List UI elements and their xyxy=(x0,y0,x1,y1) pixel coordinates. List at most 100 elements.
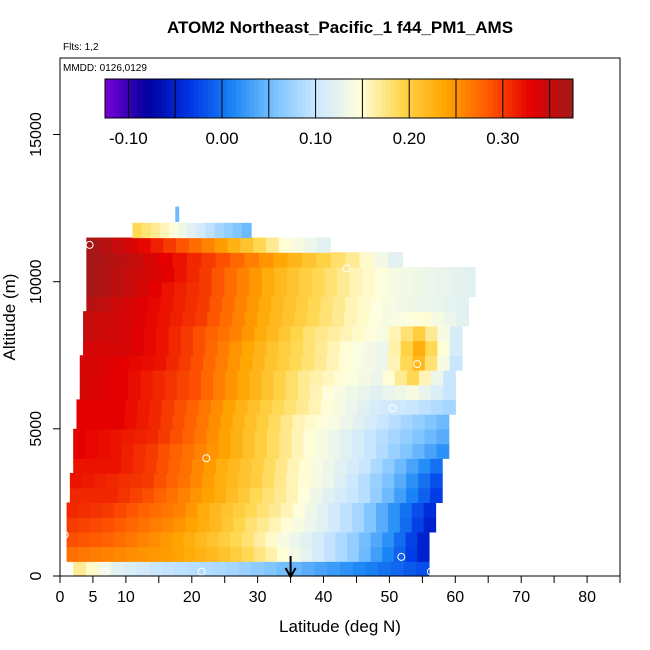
heatmap-cell xyxy=(424,443,438,459)
heatmap-cell xyxy=(120,458,134,474)
colorbar-segment xyxy=(226,79,232,118)
dates-label: MMDD: 0126,0129 xyxy=(63,63,147,74)
heatmap-cell xyxy=(221,502,234,518)
heatmap-cell xyxy=(335,546,348,562)
heatmap-cell xyxy=(339,428,353,445)
heatmap-cell xyxy=(105,487,119,504)
heatmap-cell xyxy=(291,428,304,445)
heatmap-cell xyxy=(347,546,360,562)
colorbar-segment xyxy=(357,79,363,118)
heatmap-cell xyxy=(394,399,408,415)
x-axis-label: Latitude (deg N) xyxy=(279,617,401,636)
heatmap-cell xyxy=(198,399,212,415)
heatmap-cell xyxy=(412,281,426,297)
heatmap-cell xyxy=(292,502,306,518)
heatmap-cell xyxy=(352,517,365,533)
heatmap-cell xyxy=(346,384,359,401)
heatmap-cell xyxy=(140,384,154,401)
heatmap-cell xyxy=(69,487,83,504)
heatmap-cell xyxy=(157,311,171,327)
heatmap-cell xyxy=(249,281,263,297)
heatmap-cell xyxy=(287,252,303,268)
heatmap-cell xyxy=(213,369,226,386)
colorbar-segment xyxy=(189,79,195,118)
heatmap-cell xyxy=(241,222,252,239)
heatmap-cell xyxy=(449,281,464,297)
heatmap-cell xyxy=(430,458,443,474)
heatmap-cell xyxy=(364,502,377,518)
colorbar-segment xyxy=(310,79,317,118)
heatmap-cell xyxy=(116,369,129,386)
heatmap-cell xyxy=(113,546,126,562)
heatmap-cell xyxy=(369,399,383,415)
y-tick-label: 5000 xyxy=(28,411,45,447)
heatmap-cell xyxy=(340,517,353,533)
colorbar-segment xyxy=(465,79,471,118)
heatmap-cell xyxy=(107,340,121,356)
heatmap-cell xyxy=(79,355,93,371)
y-tick-label: 15000 xyxy=(28,112,45,157)
heatmap-cell xyxy=(405,546,418,562)
heatmap-cell xyxy=(335,531,348,548)
heatmap-cell xyxy=(393,311,407,327)
heatmap-cell xyxy=(369,311,383,327)
heatmap-cell xyxy=(89,546,103,562)
heatmap-cell xyxy=(382,546,395,562)
heatmap-cell xyxy=(334,384,347,401)
heatmap-cell xyxy=(436,443,450,459)
heatmap-cell xyxy=(424,355,438,371)
heatmap-cell xyxy=(227,458,241,474)
heatmap-cell xyxy=(285,384,299,401)
sample-marker xyxy=(202,454,211,463)
heatmap-cell xyxy=(456,296,470,312)
heatmap-cell xyxy=(268,517,282,533)
heatmap-cell xyxy=(197,517,210,533)
heatmap-cell xyxy=(153,487,167,504)
heatmap-cell xyxy=(265,531,278,548)
heatmap-cell xyxy=(112,414,126,430)
x-tick-label: 60 xyxy=(446,589,464,606)
colorbar-segment xyxy=(353,79,359,118)
heatmap-cell xyxy=(184,296,198,312)
heatmap-cell xyxy=(221,517,234,533)
heatmap-cell xyxy=(320,399,334,415)
heatmap-cell xyxy=(378,561,392,577)
heatmap-cell xyxy=(241,531,255,548)
heatmap-cell xyxy=(132,311,146,327)
colorbar-segment xyxy=(493,79,499,118)
heatmap-cell xyxy=(136,531,150,548)
heatmap-cell xyxy=(376,502,389,518)
colorbar-segment xyxy=(554,79,560,118)
heatmap-cell xyxy=(235,399,249,415)
heatmap-cell xyxy=(241,340,255,356)
x-tick-label: 0 xyxy=(56,589,65,606)
heatmap-cell xyxy=(319,311,333,327)
heatmap-cell xyxy=(317,237,331,253)
colorbar-segment xyxy=(137,79,143,118)
y-axis-label: Altitude (m) xyxy=(0,274,19,361)
heatmap-cell xyxy=(324,281,338,297)
heatmap-cell xyxy=(425,325,439,342)
colorbar-segment xyxy=(222,79,228,118)
heatmap-cell xyxy=(322,487,335,504)
heatmap-cell xyxy=(311,458,324,474)
heatmap-cell xyxy=(171,531,185,548)
heatmap-cell xyxy=(211,281,225,297)
heatmap-cell xyxy=(206,546,220,562)
colorbar-segment xyxy=(268,79,274,118)
heatmap-cell xyxy=(178,222,188,239)
heatmap-cell xyxy=(370,531,383,548)
heatmap-cell xyxy=(136,281,150,297)
colorbar-segment xyxy=(544,79,551,118)
heatmap-cell xyxy=(66,546,79,562)
heatmap-cell xyxy=(251,458,265,474)
heatmap-cell xyxy=(291,443,304,459)
heatmap-cell xyxy=(437,281,451,297)
heatmap-cell xyxy=(78,517,91,533)
heatmap-cell xyxy=(234,296,248,312)
heatmap-cell xyxy=(209,296,223,312)
heatmap-cell xyxy=(213,472,227,489)
heatmap-cell xyxy=(111,561,125,577)
heatmap-cell xyxy=(180,458,193,474)
heatmap-cell xyxy=(238,561,252,577)
